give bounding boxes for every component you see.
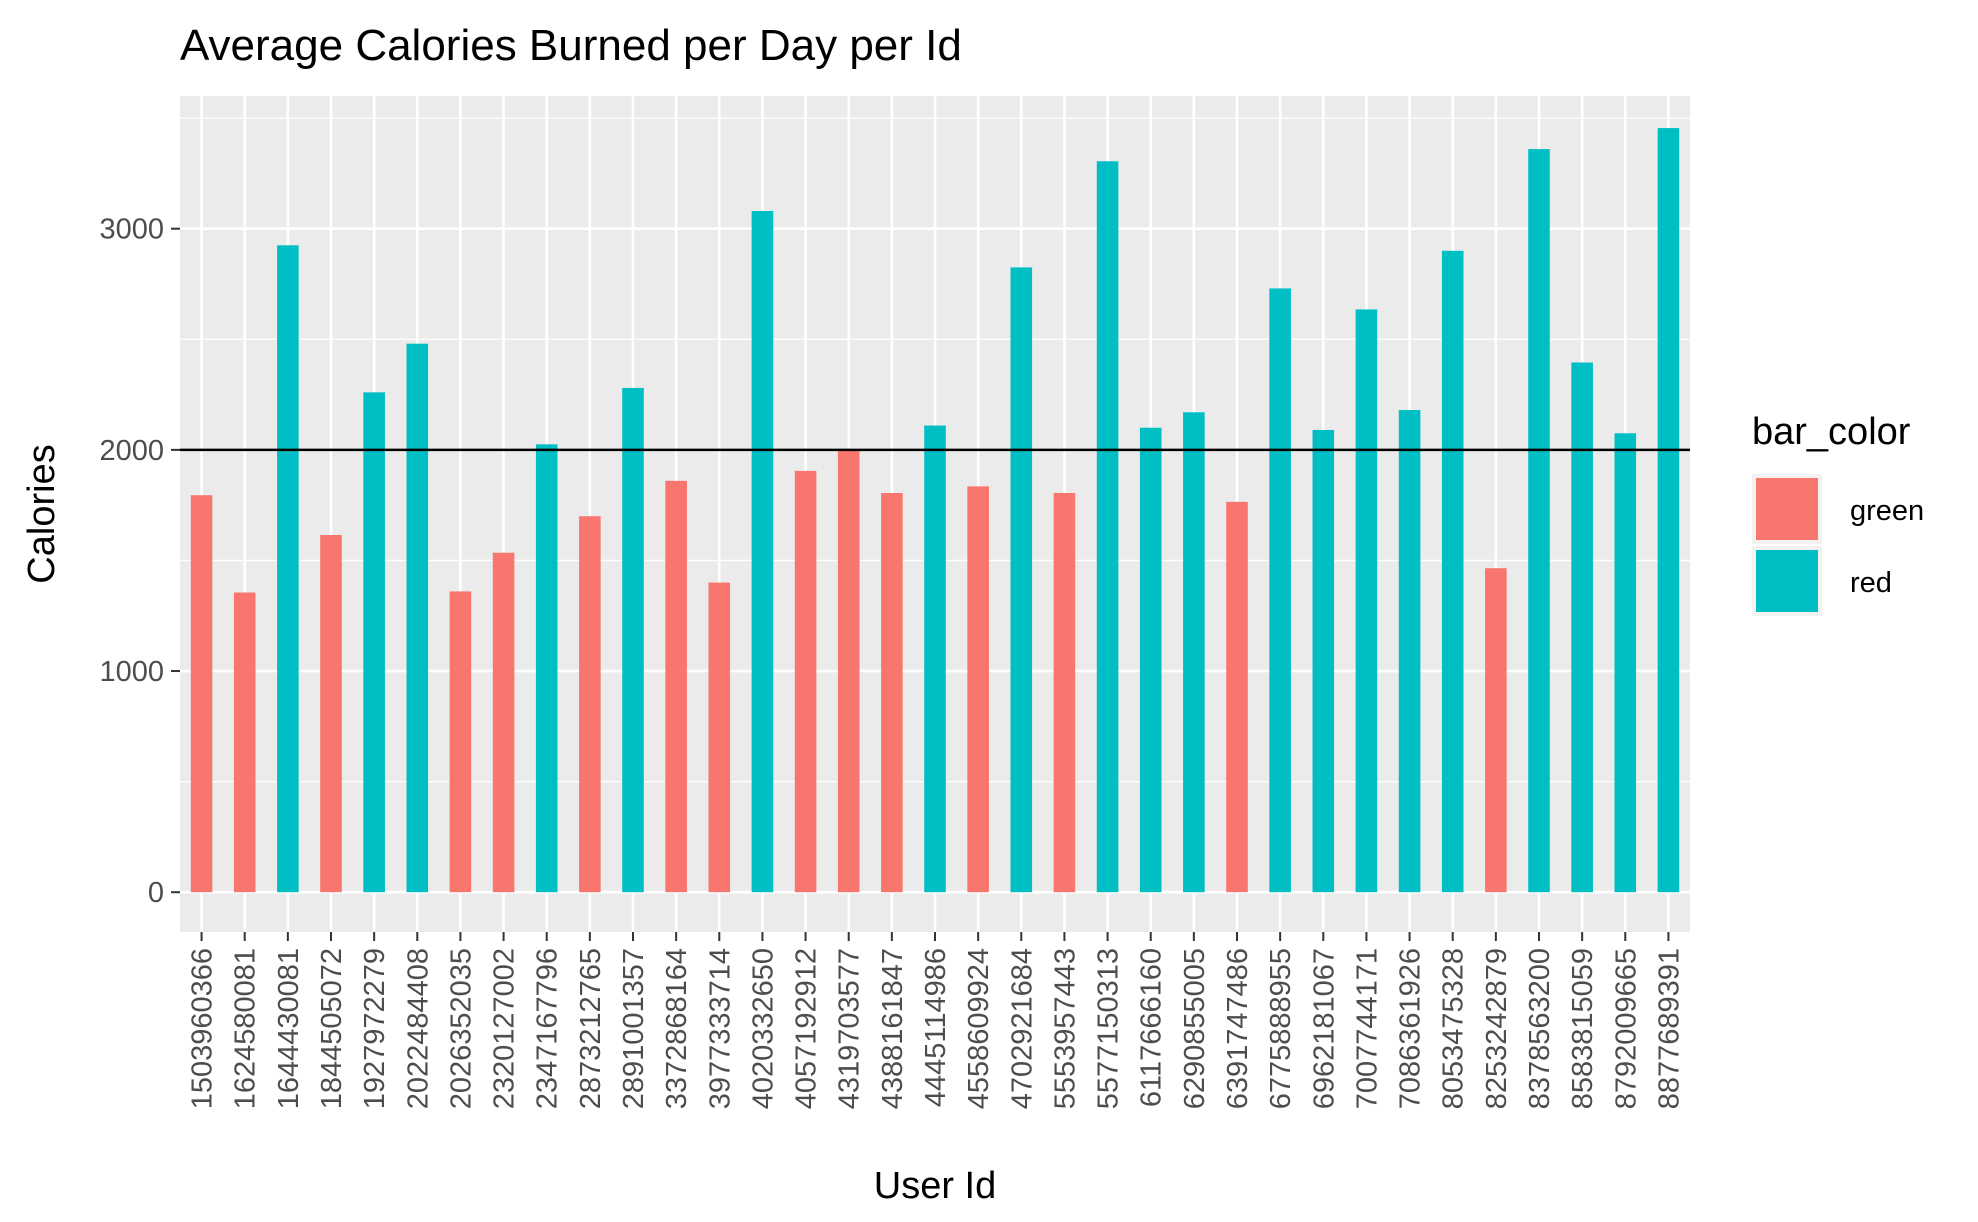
bar [708, 582, 731, 893]
x-tick-label: 1927972279 [359, 948, 391, 1109]
x-tick-label: 6962181067 [1308, 948, 1340, 1109]
y-axis-title: Calories [21, 444, 63, 583]
x-tick-label: 7007744171 [1351, 948, 1383, 1109]
x-tick-label: 8583815059 [1567, 948, 1599, 1109]
bar [1657, 128, 1680, 893]
x-tick-label: 4445114986 [920, 948, 952, 1107]
x-tick-label: 5577150313 [1093, 948, 1125, 1109]
y-tick-label: 2000 [99, 435, 164, 467]
bar [924, 425, 946, 893]
bar [320, 535, 342, 893]
x-tick-label: 8053475328 [1438, 948, 1470, 1109]
x-tick-label: 4319703577 [834, 948, 866, 1109]
legend-label-green: green [1850, 495, 1924, 527]
legend-swatch-green [1756, 478, 1818, 540]
bars [190, 128, 1680, 893]
bar [1312, 429, 1335, 893]
x-tick-label: 8378563200 [1524, 948, 1556, 1109]
legend-title: bar_color [1752, 411, 1911, 453]
x-tick-label: 1624580081 [230, 948, 262, 1109]
x-tick-label: 2891001357 [618, 948, 650, 1109]
x-tick-label: 1844505072 [316, 948, 348, 1109]
x-tick-label: 6290855005 [1179, 948, 1211, 1109]
x-tick-label: 8792009665 [1610, 948, 1642, 1109]
x-tick-label: 8877689391 [1653, 948, 1685, 1109]
legend-label-red: red [1850, 567, 1892, 599]
x-axis-title: User Id [874, 1165, 996, 1207]
bar [233, 592, 256, 893]
y-tick-label: 1000 [99, 656, 164, 688]
x-tick-label: 8253242879 [1481, 948, 1513, 1109]
x-tick-label: 2347167796 [532, 948, 564, 1109]
x-axis-ticks: 1503960366 1624580081 1644430081 1844505072… [187, 932, 1685, 1109]
bar [1528, 149, 1550, 893]
bar [277, 245, 299, 893]
x-tick-label: 7086361926 [1395, 948, 1427, 1109]
x-tick-label: 6391747486 [1222, 948, 1254, 1109]
y-axis-ticks: 0 1000 2000 3000 [99, 214, 180, 909]
bar [1441, 250, 1464, 893]
bar [190, 495, 213, 893]
x-tick-label: 4558609924 [963, 948, 995, 1109]
bar [1226, 501, 1248, 893]
y-tick-label: 3000 [99, 214, 164, 246]
bar [492, 552, 515, 893]
x-tick-label: 2022484408 [402, 948, 434, 1109]
bar [622, 387, 644, 893]
bar [363, 392, 385, 893]
x-tick-label: 6775888955 [1265, 948, 1297, 1109]
x-tick-label: 4020332650 [747, 948, 779, 1109]
bar [1355, 309, 1378, 893]
bar [579, 516, 601, 893]
bar [665, 480, 687, 893]
x-tick-label: 2873212765 [575, 948, 607, 1109]
bar [1485, 568, 1507, 893]
bar [967, 486, 989, 893]
bar [1614, 433, 1637, 893]
chart-title: Average Calories Burned per Day per Id [180, 21, 962, 70]
x-tick-label: 4057192912 [791, 948, 823, 1109]
y-tick-label: 0 [148, 877, 164, 909]
x-tick-label: 1644430081 [273, 948, 305, 1109]
bar [1053, 492, 1076, 893]
bar [1096, 161, 1119, 893]
bar [1139, 427, 1162, 893]
x-tick-label: 3372868164 [661, 948, 693, 1109]
x-tick-label: 6117666160 [1136, 948, 1168, 1107]
x-tick-label: 1503960366 [187, 948, 219, 1109]
bar [881, 492, 903, 893]
bar [535, 444, 558, 893]
bar [1571, 362, 1593, 893]
legend-swatch-red [1756, 550, 1818, 612]
bar [837, 449, 860, 893]
bar [751, 211, 774, 893]
x-tick-label: 5553957443 [1049, 948, 1081, 1109]
bar [1010, 267, 1033, 893]
bar [449, 591, 472, 893]
x-tick-label: 4388161847 [877, 948, 909, 1109]
bar [794, 470, 817, 893]
bar [1398, 410, 1421, 893]
x-tick-label: 3977333714 [704, 948, 736, 1109]
bar [1183, 412, 1205, 893]
bar [1269, 288, 1291, 893]
x-tick-label: 4702921684 [1006, 948, 1038, 1109]
bar [406, 343, 429, 893]
legend: bar_color green red [1752, 411, 1924, 616]
x-tick-label: 2026352035 [445, 948, 477, 1109]
x-tick-label: 2320127002 [489, 948, 521, 1109]
